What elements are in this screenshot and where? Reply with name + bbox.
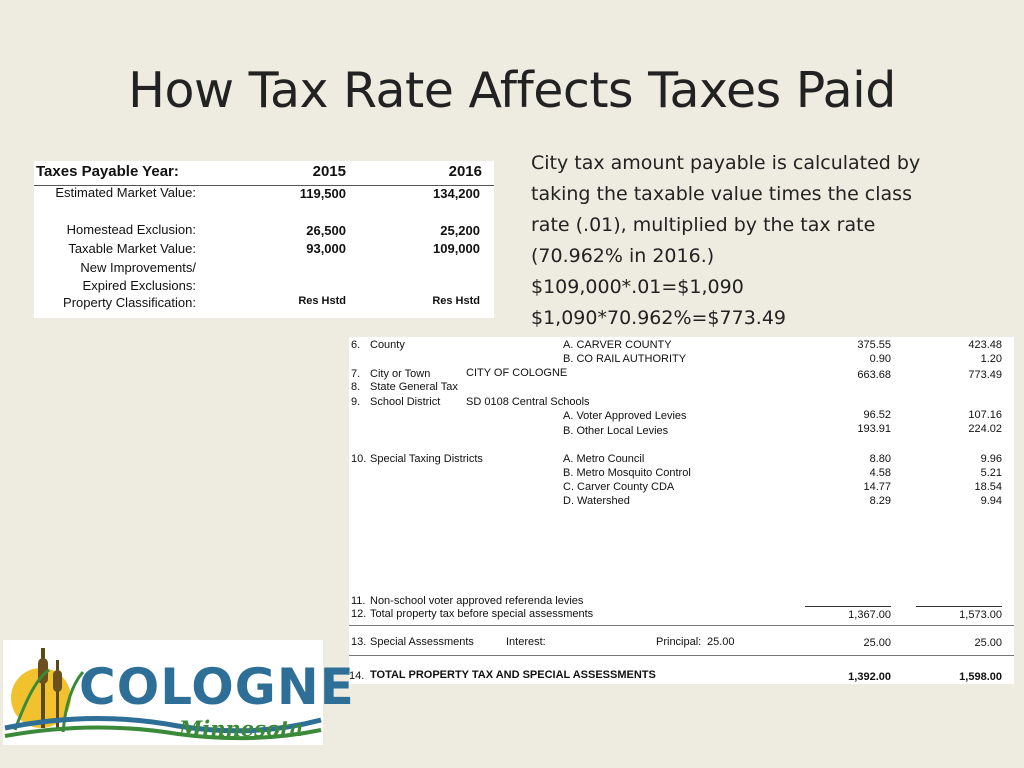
slide-title: How Tax Rate Affects Taxes Paid: [128, 62, 896, 119]
amount-2015: 193.91: [857, 423, 891, 435]
amount-2016: 423.48: [968, 339, 1002, 351]
explanation-formula: $1,090*70.962%=$773.49: [531, 307, 787, 329]
line-number: 7.: [351, 368, 361, 380]
line-item-name: A. CARVER COUNTY: [563, 339, 672, 351]
valuation-row-label: Expired Exclusions:: [82, 278, 196, 293]
logo-subtitle: Minnesota: [179, 716, 304, 741]
valuation-row-label: Estimated Market Value:: [55, 185, 196, 200]
valuation-header-row: [34, 161, 494, 186]
grand-total-2016: 1,598.00: [959, 671, 1002, 683]
explanation-line: City tax amount payable is calculated by: [531, 152, 921, 174]
line-item-name: SD 0108 Central Schools: [466, 396, 590, 408]
amount-2016: 9.96: [980, 453, 1002, 465]
subtotal-rule: [916, 606, 1002, 607]
line-label: School District: [370, 396, 441, 408]
amount-2016: 25.00: [974, 637, 1002, 649]
amount-2016: 1.20: [980, 353, 1002, 365]
valuation-header-2015: 2015: [312, 163, 346, 180]
section-divider: [349, 625, 1014, 626]
amount-2016: 5.21: [980, 467, 1002, 479]
valuation-row-2016: 134,200: [433, 186, 480, 201]
valuation-row-2015: 26,500: [306, 223, 346, 238]
principal-label: Principal:: [656, 636, 702, 648]
grand-total-2015: 1,392.00: [848, 671, 891, 683]
line-label: Special Assessments: [370, 636, 474, 648]
amount-2015: 8.80: [869, 453, 891, 465]
valuation-row-label: Taxable Market Value:: [68, 241, 196, 256]
explanation-line: taking the taxable value times the class: [531, 183, 912, 205]
valuation-row-label: Homestead Exclusion:: [66, 222, 196, 237]
amount-2015: 25.00: [863, 637, 891, 649]
valuation-header-label: Taxes Payable Year:: [36, 163, 179, 180]
amount-2015: 96.52: [863, 409, 891, 421]
line-label: County: [370, 339, 405, 351]
line-number: 10.: [351, 453, 367, 465]
amount-2015: 0.90: [869, 353, 891, 365]
line-label: Non-school voter approved referenda levi…: [370, 595, 584, 607]
logo-wordmark: COLOGNE: [79, 658, 355, 716]
line-item-name: D. Watershed: [563, 495, 630, 507]
amount-2015: 375.55: [857, 339, 891, 351]
line-number: 13.: [351, 636, 367, 648]
explanation-text: City tax amount payable is calculated by…: [531, 148, 971, 334]
explanation-line: (70.962% in 2016.): [531, 245, 715, 267]
valuation-header-2016: 2016: [448, 163, 482, 180]
line-number: 14.: [349, 670, 365, 682]
line-item-name: B. Metro Mosquito Control: [563, 467, 691, 479]
amount-2016: 18.54: [974, 481, 1002, 493]
line-number: 12.: [351, 608, 367, 620]
explanation-formula: $109,000*.01=$1,090: [531, 276, 744, 298]
tax-statement: 6. County A. CARVER COUNTY 375.55 423.48…: [349, 337, 1014, 684]
amount-2016: 107.16: [968, 409, 1002, 421]
amount-2016: 224.02: [968, 423, 1002, 435]
valuation-row-2016: 25,200: [440, 223, 480, 238]
explanation-line: rate (.01), multiplied by the tax rate: [531, 214, 876, 236]
valuation-row-2015: Res Hstd: [298, 295, 346, 307]
line-label: Special Taxing Districts: [370, 453, 483, 465]
valuation-row-2015: 119,500: [299, 186, 346, 201]
amount-2016: 773.49: [968, 369, 1002, 381]
cologne-logo: COLOGNE Minnesota: [3, 640, 354, 745]
amount-2015: 4.58: [869, 467, 891, 479]
valuation-row-2016: 109,000: [433, 241, 480, 256]
line-item-name: A. Voter Approved Levies: [563, 410, 687, 422]
line-number: 8.: [351, 381, 361, 393]
line-number: 11.: [351, 595, 366, 607]
valuation-table: Taxes Payable Year: 2015 2016 Estimated …: [34, 161, 494, 318]
valuation-row-label: New Improvements/: [80, 260, 196, 275]
line-item-name: A. Metro Council: [563, 453, 645, 465]
cattail-sun-icon: [4, 648, 322, 741]
valuation-row-2016: Res Hstd: [432, 295, 480, 307]
section-divider: [349, 655, 1014, 656]
amount-2015: 1,367.00: [848, 609, 891, 621]
line-item-name: B. Other Local Levies: [563, 425, 669, 437]
line-label: TOTAL PROPERTY TAX AND SPECIAL ASSESSMEN…: [370, 669, 656, 681]
line-number: 9.: [351, 396, 361, 408]
interest-label: Interest:: [506, 636, 546, 648]
subtotal-rule: [805, 606, 891, 607]
line-label: City or Town: [370, 368, 431, 380]
amount-2016: 1,573.00: [959, 609, 1002, 621]
line-number: 6.: [351, 339, 361, 351]
amount-2015: 8.29: [869, 495, 891, 507]
line-item-name: C. Carver County CDA: [563, 481, 675, 493]
valuation-row-label: Property Classification:: [63, 295, 196, 310]
valuation-row-2015: 93,000: [306, 241, 346, 256]
amount-2015: 14.77: [863, 481, 891, 493]
principal-value: 25.00: [707, 636, 735, 648]
amount-2015: 663.68: [857, 369, 891, 381]
line-label: State General Tax: [370, 381, 458, 393]
line-item-name: CITY OF COLOGNE: [466, 367, 568, 379]
line-label: Total property tax before special assess…: [370, 608, 594, 620]
line-item-name: B. CO RAIL AUTHORITY: [563, 353, 687, 365]
amount-2016: 9.94: [980, 495, 1002, 507]
